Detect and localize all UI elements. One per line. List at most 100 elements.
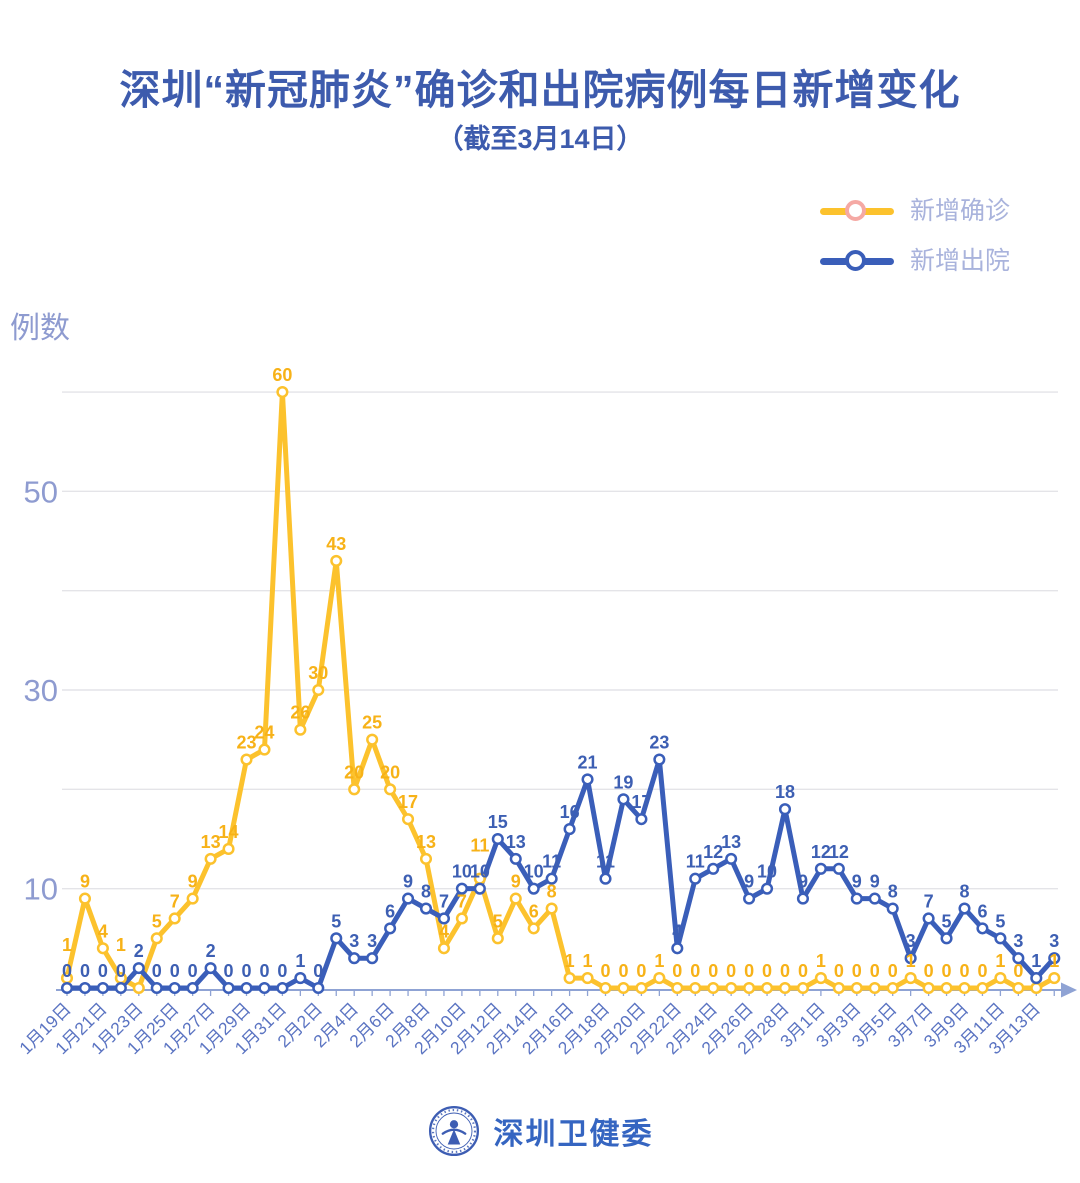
confirmed-point — [545, 902, 558, 915]
confirmed-point-label: 7 — [457, 891, 467, 911]
confirmed-point-label: 7 — [170, 891, 180, 911]
discharged-point — [994, 932, 1007, 945]
confirmed-point — [294, 723, 307, 736]
discharged-point — [940, 932, 953, 945]
discharged-point — [330, 932, 343, 945]
discharged-point-label: 0 — [80, 961, 90, 981]
discharged-point-label: 0 — [259, 961, 269, 981]
confirmed-point — [491, 932, 504, 945]
discharged-point-label: 9 — [798, 872, 808, 892]
confirmed-point-label: 4 — [439, 921, 449, 941]
confirmed-point-label: 9 — [80, 872, 90, 892]
confirmed-point-label: 0 — [870, 961, 880, 981]
discharged-point-label: 11 — [596, 852, 615, 872]
confirmed-point — [168, 912, 181, 925]
discharged-point — [922, 912, 935, 925]
discharged-point — [743, 892, 756, 905]
discharged-point-label: 13 — [506, 832, 526, 852]
discharged-point — [563, 823, 576, 836]
discharged-point — [186, 981, 199, 995]
confirmed-point — [1048, 972, 1061, 985]
confirmed-point-label: 0 — [672, 961, 682, 981]
confirmed-point-label: 0 — [636, 961, 646, 981]
confirmed-point — [725, 981, 738, 995]
confirmed-point-label: 1 — [654, 951, 664, 971]
discharged-point — [850, 892, 863, 905]
discharged-point — [1030, 972, 1043, 985]
discharged-point — [168, 981, 181, 995]
discharged-point — [437, 912, 451, 925]
discharged-point — [689, 872, 702, 885]
confirmed-point-label: 14 — [219, 822, 239, 842]
discharged-point-label: 3 — [349, 931, 359, 951]
discharged-point — [617, 793, 630, 806]
confirmed-point — [599, 981, 612, 995]
confirmed-point — [904, 972, 917, 985]
discharged-point-label: 0 — [152, 961, 162, 981]
discharged-point-label: 5 — [942, 911, 952, 931]
discharged-point — [545, 872, 558, 885]
confirmed-point — [419, 852, 433, 865]
discharged-point-label: 0 — [170, 961, 180, 981]
discharged-point-label: 21 — [578, 752, 598, 772]
confirmed-point-label: 5 — [493, 911, 503, 931]
discharged-point-label: 0 — [241, 961, 251, 981]
legend-item-discharged[interactable]: 新增出院 — [819, 244, 1010, 278]
discharged-point — [868, 892, 881, 905]
discharged-point — [761, 882, 774, 895]
confirmed-point — [886, 981, 899, 995]
discharged-point-label: 0 — [98, 961, 108, 981]
confirmed-point — [222, 842, 235, 855]
confirmed-point-label: 1 — [906, 951, 916, 971]
discharged-point-label: 2 — [134, 941, 144, 961]
confirmed-point-label: 0 — [618, 961, 628, 981]
confirmed-point-label: 0 — [977, 961, 987, 981]
confirmed-point-label: 0 — [942, 961, 952, 981]
confirmed-point — [689, 981, 702, 995]
discharged-point — [114, 981, 127, 995]
discharged-point — [635, 813, 648, 826]
confirmed-point-label: 1 — [816, 951, 826, 971]
discharged-point-label: 7 — [439, 891, 449, 911]
discharged-point — [204, 962, 217, 975]
discharged-point — [258, 981, 271, 995]
discharged-point-label: 4 — [672, 921, 682, 941]
confirmed-point-label: 8 — [547, 882, 557, 902]
legend-item-confirmed[interactable]: 新增确诊 — [819, 194, 1010, 228]
discharged-point — [527, 882, 540, 895]
confirmed-point — [384, 783, 397, 796]
discharged-point-label: 9 — [852, 872, 862, 892]
confirmed-point — [796, 981, 810, 995]
confirmed-point — [509, 892, 522, 905]
confirmed-point-label: 26 — [290, 703, 310, 723]
discharged-point-label: 3 — [367, 931, 377, 951]
discharged-point-label: 15 — [488, 812, 508, 832]
confirmed-point-label: 0 — [798, 961, 808, 981]
confirmed-point — [96, 942, 109, 955]
discharged-point — [96, 981, 109, 995]
confirmed-point — [1012, 981, 1025, 995]
discharged-point-label: 8 — [421, 882, 431, 902]
x-axis-arrow-icon — [1061, 982, 1077, 998]
legend-label-discharged: 新增出院 — [909, 247, 1010, 275]
discharged-point — [240, 981, 253, 995]
confirmed-point — [761, 981, 774, 995]
confirmed-point-label: 0 — [726, 961, 736, 981]
confirmed-point — [348, 783, 361, 796]
confirmed-point-label: 11 — [470, 836, 489, 856]
confirmed-point — [581, 972, 594, 985]
discharged-point-label: 3 — [1049, 931, 1059, 951]
y-tick-label: 10 — [24, 872, 58, 907]
confirmed-point-label: 1 — [565, 951, 575, 971]
y-tick-label: 30 — [24, 673, 58, 708]
confirmed-point-label: 9 — [188, 872, 198, 892]
discharged-point-label: 9 — [403, 872, 413, 892]
discharged-point — [886, 902, 899, 915]
discharged-point — [222, 981, 235, 995]
discharged-point-label: 0 — [116, 961, 126, 981]
discharged-point-label: 10 — [757, 862, 777, 882]
discharged-point-label: 13 — [721, 832, 741, 852]
discharged-point — [384, 922, 397, 935]
